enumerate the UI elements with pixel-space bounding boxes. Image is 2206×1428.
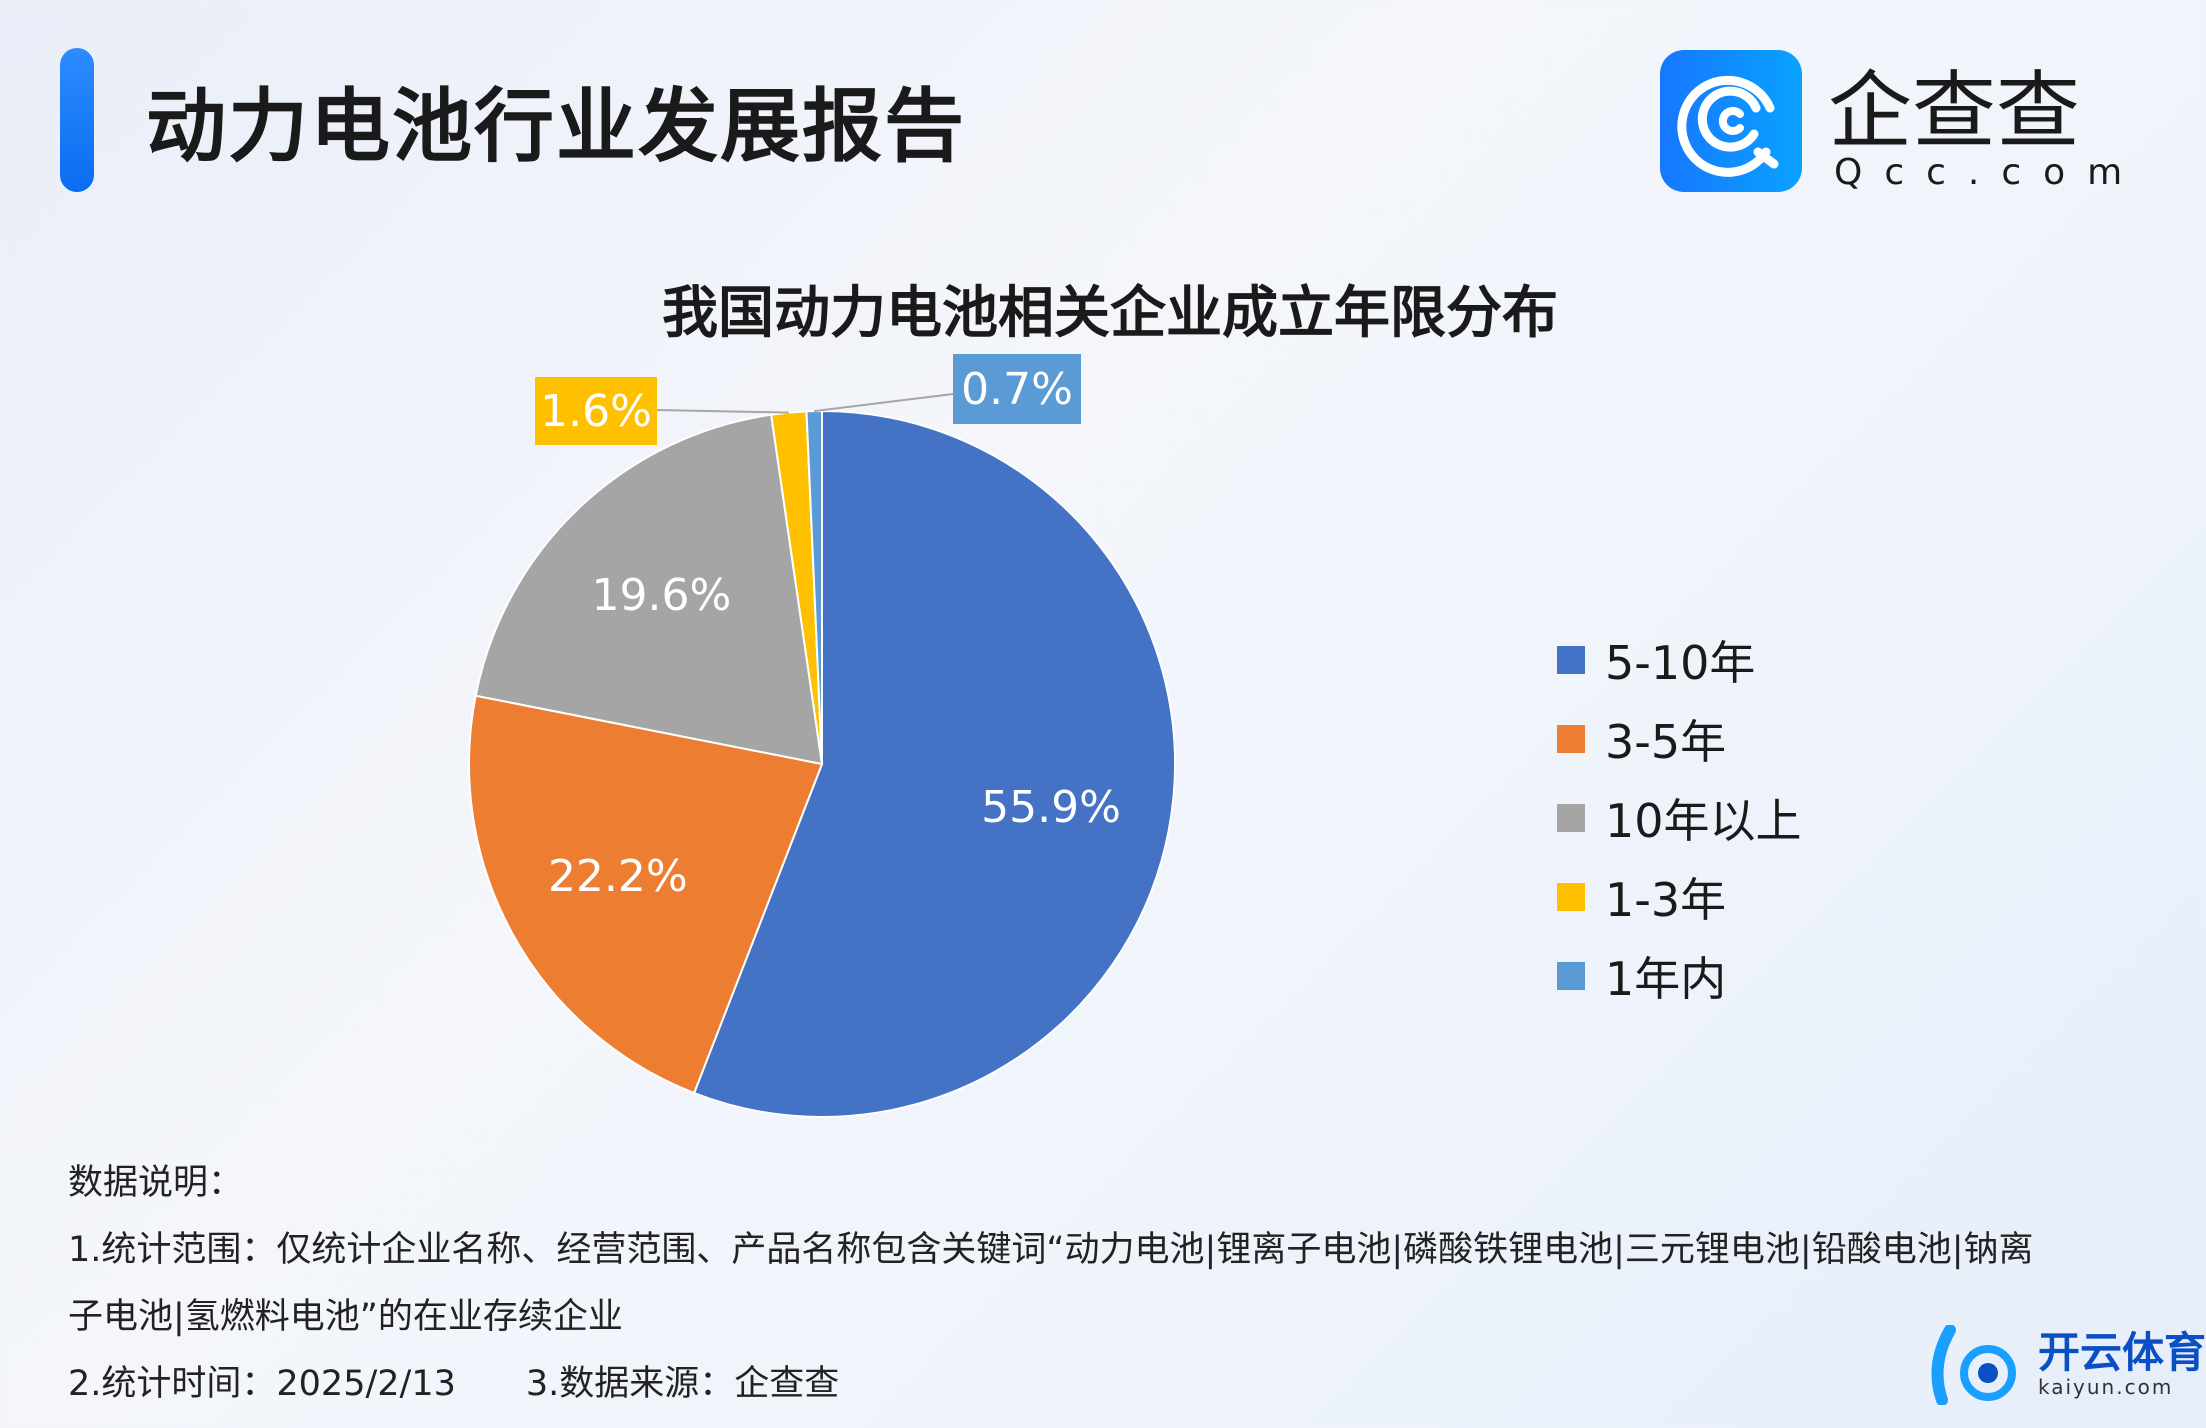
legend-swatch [1557, 803, 1585, 832]
label-box-3 [535, 377, 657, 445]
notes-scope-cont: 子电池|氢燃料电池”的在业存续企业 [68, 1297, 623, 1337]
pie-slice-1 [468, 694, 824, 1095]
pie-slice-0 [692, 409, 1176, 1118]
qcc-logo: 企查查 Qcc.com [1658, 48, 2138, 194]
legend-label: 1年内 [1605, 951, 1727, 1006]
legend-swatch [1557, 645, 1585, 674]
chart-title: 我国动力电池相关企业成立年限分布 [662, 281, 1558, 346]
notes-scope: 1.统计范围：仅统计企业名称、经营范围、产品名称包含关键词“动力电池|锂离子电池… [68, 1230, 2034, 1270]
legend-label: 10年以上 [1605, 793, 1802, 848]
legend-item: 10年以上 [1557, 778, 1802, 857]
watermark: 开云体育 kaiyun.com [1920, 1325, 2206, 1405]
legend-label: 3-5年 [1605, 714, 1727, 769]
data-label-1: 22.2% [548, 851, 688, 902]
pie-slice-2 [474, 413, 824, 766]
logo-name: 企查查 [1828, 62, 2080, 160]
watermark-cn: 开云体育 [2038, 1328, 2206, 1377]
legend-item: 3-5年 [1557, 699, 1802, 778]
notes-heading: 数据说明： [68, 1163, 244, 1203]
legend-item: 1-3年 [1557, 857, 1802, 936]
page-title: 动力电池行业发展报告 [146, 80, 966, 173]
legend-swatch [1557, 882, 1585, 911]
notes-source: 3.数据来源：企查查 [525, 1364, 840, 1404]
kaiyun-logo-icon [1931, 1325, 2016, 1405]
watermark-en: kaiyun.com [2038, 1375, 2174, 1399]
legend-label: 5-10年 [1605, 635, 1756, 690]
data-notes: 数据说明： 1.统计范围：仅统计企业名称、经营范围、产品名称包含关键词“动力电池… [68, 1150, 2034, 1418]
legend: 5-10年 3-5年 10年以上 1-3年 1年内 [1557, 620, 1802, 1015]
legend-label: 1-3年 [1605, 872, 1727, 927]
legend-swatch [1557, 724, 1585, 753]
legend-item: 5-10年 [1557, 620, 1802, 699]
leader-line-4 [814, 393, 954, 413]
qcc-logo-icon: 企查查 Qcc.com [1660, 50, 2138, 193]
notes-time: 2.统计时间：2025/2/13 [68, 1364, 456, 1404]
data-label-3: 1.6% [540, 386, 652, 437]
data-label-2: 19.6% [592, 570, 732, 621]
logo-domain: Qcc.com [1834, 152, 2138, 193]
data-label-4: 0.7% [961, 364, 1073, 415]
leader-line-3 [656, 409, 789, 414]
legend-swatch [1557, 961, 1585, 990]
label-box-4 [953, 354, 1081, 424]
legend-item: 1年内 [1557, 936, 1802, 1015]
data-label-0: 55.9% [981, 782, 1121, 833]
title-accent-bar [60, 48, 94, 192]
